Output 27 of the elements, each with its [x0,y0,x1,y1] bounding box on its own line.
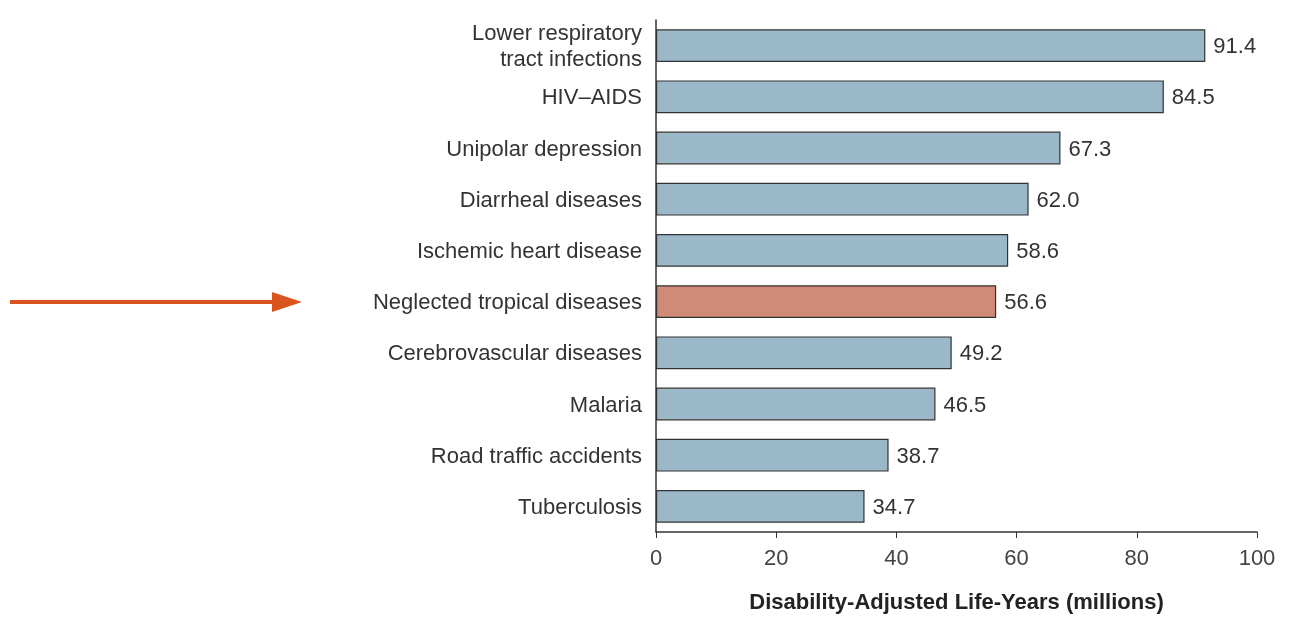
x-tick-label: 0 [649,544,663,570]
data-label: 62.0 [1036,186,1080,212]
data-label: 84.5 [1171,84,1215,110]
x-axis-title: Disability-Adjusted Life-Years (millions) [749,588,1164,614]
x-tick-label: 100 [1238,544,1276,570]
y-tick-label: Cerebrovascular diseases [387,340,642,366]
data-label: 38.7 [896,442,940,468]
y-tick-label: Neglected tropical diseases [372,289,642,315]
y-tick-label: Tuberculosis [518,493,642,519]
y-tick-label: Ischemic heart disease [417,237,642,263]
data-label: 91.4 [1213,33,1257,59]
data-label: 49.2 [959,340,1003,366]
y-tick-label: Diarrheal diseases [459,186,642,212]
data-label: 34.7 [872,493,916,519]
data-label: 46.5 [943,391,987,417]
y-tick-label: Unipolar depression [446,135,642,161]
x-tick-label: 80 [1124,544,1150,570]
x-tick-label: 60 [1004,544,1029,570]
y-tick-label: Road traffic accidents [430,442,642,468]
y-tick-label: HIV–AIDS [541,84,642,110]
data-label: 56.6 [1004,289,1047,315]
data-label: 67.3 [1068,135,1112,161]
x-tick-label: 40 [884,544,909,570]
x-tick-label: 20 [763,544,789,570]
y-tick-label: Malaria [569,391,643,417]
y-tick-label: Lower respiratory tract infections [472,20,642,72]
data-label: 58.6 [1016,237,1060,263]
